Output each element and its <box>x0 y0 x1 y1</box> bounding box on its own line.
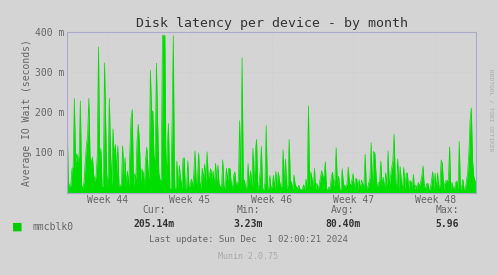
Text: Munin 2.0.75: Munin 2.0.75 <box>219 252 278 261</box>
Text: Cur:: Cur: <box>142 205 166 215</box>
Text: RRDTOOL / TOBI OETIKER: RRDTOOL / TOBI OETIKER <box>489 69 494 151</box>
Title: Disk latency per device - by month: Disk latency per device - by month <box>136 17 408 31</box>
Text: 205.14m: 205.14m <box>134 219 174 229</box>
Text: Avg:: Avg: <box>331 205 355 215</box>
Text: Min:: Min: <box>237 205 260 215</box>
Text: Max:: Max: <box>435 205 459 215</box>
Y-axis label: Average IO Wait (seconds): Average IO Wait (seconds) <box>22 39 32 186</box>
Text: ■: ■ <box>12 222 23 232</box>
Text: 80.40m: 80.40m <box>326 219 360 229</box>
Text: 3.23m: 3.23m <box>234 219 263 229</box>
Text: Last update: Sun Dec  1 02:00:21 2024: Last update: Sun Dec 1 02:00:21 2024 <box>149 235 348 244</box>
Text: 5.96: 5.96 <box>435 219 459 229</box>
Text: mmcblk0: mmcblk0 <box>32 222 74 232</box>
